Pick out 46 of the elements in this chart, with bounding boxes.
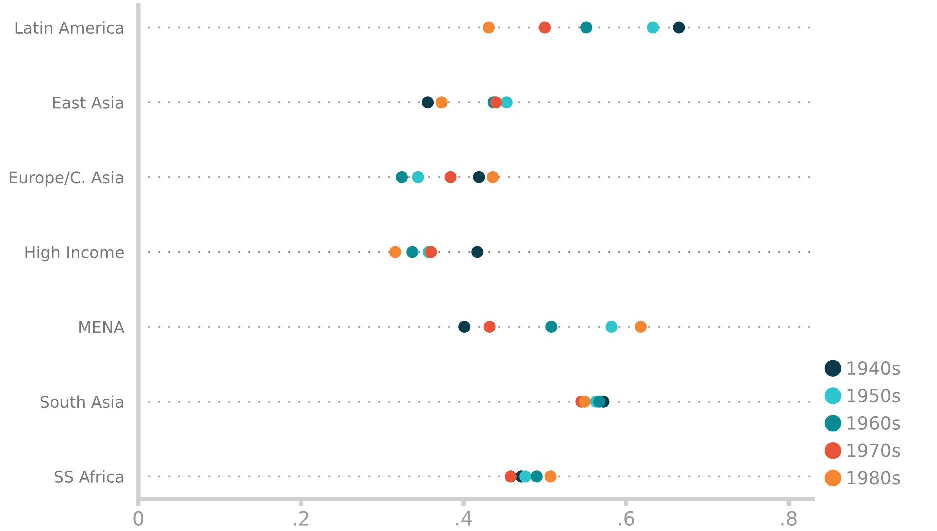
- y-tick-label: Europe/C. Asia: [10, 171, 124, 187]
- point: [487, 171, 500, 184]
- point: [473, 171, 486, 184]
- y-tick-label: East Asia: [53, 96, 124, 109]
- point: [578, 396, 591, 408]
- point: [436, 96, 448, 109]
- point: [647, 22, 660, 34]
- point: [504, 470, 517, 483]
- y-tick-label: Latin America: [16, 22, 124, 34]
- y-tick-label: SS Africa: [54, 470, 124, 483]
- point: [500, 96, 513, 109]
- point: [673, 22, 686, 34]
- point: [412, 171, 424, 184]
- point: [406, 246, 419, 258]
- legend-label: 1950s: [848, 388, 900, 403]
- point: [422, 96, 434, 109]
- x-tick-label: .8: [782, 511, 797, 526]
- point: [472, 246, 484, 258]
- point: [544, 470, 557, 483]
- point: [520, 470, 532, 483]
- x-tick-label: .2: [294, 511, 309, 526]
- point: [490, 96, 502, 109]
- point: [539, 22, 552, 34]
- legend-label: 1960s: [848, 416, 900, 430]
- point: [482, 22, 496, 34]
- x-tick-label: 0: [134, 511, 144, 526]
- legend-label: 1940s: [848, 362, 900, 376]
- point: [444, 171, 457, 184]
- point: [606, 321, 618, 334]
- point: [390, 246, 402, 258]
- y-tick-label: South Asia: [40, 396, 124, 408]
- x-tick-label: .6: [619, 511, 634, 526]
- point: [425, 246, 438, 258]
- point: [484, 321, 496, 334]
- point: [594, 396, 606, 408]
- point: [546, 321, 558, 334]
- point: [458, 321, 471, 334]
- legend-label: 1970s: [848, 444, 900, 458]
- y-tick-label: MENA: [80, 321, 125, 334]
- point: [530, 470, 543, 483]
- point: [396, 171, 408, 184]
- legend-label: 1980s: [848, 471, 900, 485]
- x-tick-label: .4: [456, 512, 472, 526]
- y-tick-label: High Income: [26, 246, 124, 262]
- point: [634, 321, 648, 334]
- point: [580, 22, 593, 34]
